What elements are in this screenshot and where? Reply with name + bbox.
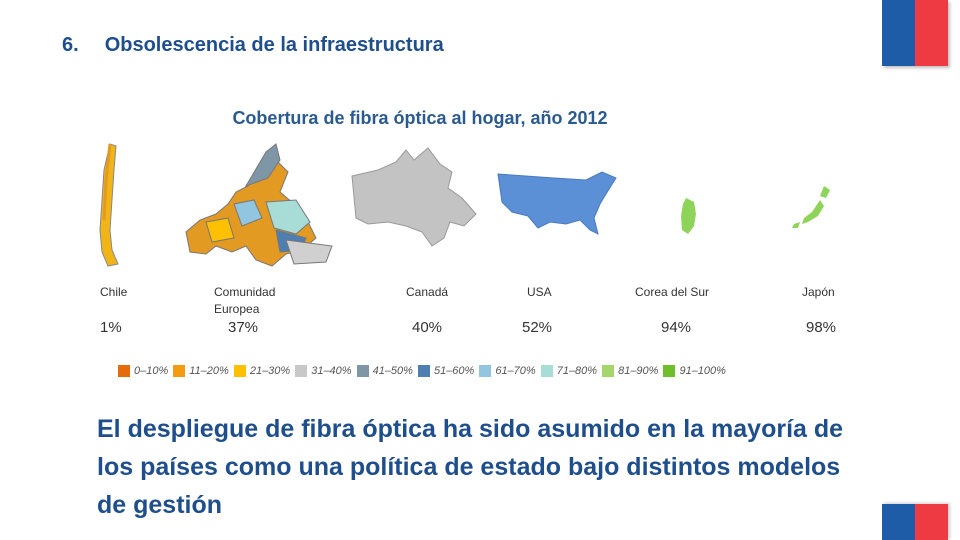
pct-usa: 52% [522,319,553,336]
legend-label: 31–40% [311,365,352,377]
section-title: 6. Obsolescencia de la infraestructura [62,34,444,57]
pct-corea-del-sur: 94% [661,319,692,336]
legend-item: 11–20% [173,365,229,377]
legend-swatch [233,365,246,377]
flag-decoration-top [882,0,948,66]
legend-item: 71–80% [540,365,598,377]
label-corea-del-sur: Corea del Sur [635,285,710,299]
legend-item: 91–100% [663,365,726,377]
legend-swatch [295,365,308,377]
legend-swatch [663,365,676,377]
pct-japon: 98% [806,319,837,336]
legend-item: 0–10% [118,365,168,377]
legend-label: 51–60% [433,365,475,377]
legend-swatch [173,365,186,377]
legend-label: 81–90% [618,365,659,377]
legend-label: 21–30% [249,365,291,377]
chart-title: Cobertura de fibra óptica al hogar, año … [232,108,608,128]
legend-label: 91–100% [679,365,726,377]
map-japan [792,186,830,228]
legend-item: 51–60% [417,365,475,377]
section-number: 6. [62,34,79,56]
map-canada [351,147,477,247]
label-japon: Japón [802,285,835,299]
label-usa: USA [527,285,552,299]
label-chile: Chile [100,285,128,299]
body-text: El despliegue de fibra óptica ha sido as… [97,415,844,519]
color-legend: 0–10% 11–20% 21–30% 31–40% 41–50% 51–60% 61–70… [118,362,828,380]
pct-chile: 1% [100,319,122,336]
legend-swatch [602,365,615,377]
section-title-text: Obsolescencia de la infraestructura [104,34,444,56]
legend-label: 61–70% [495,365,536,377]
legend-item: 21–30% [233,365,291,377]
legend-label: 0–10% [134,365,169,377]
label-comunidad-europea: Comunidad Europea [214,285,276,316]
legend-item: 31–40% [295,365,352,377]
legend-swatch [479,365,492,377]
legend-swatch [540,365,553,377]
legend-item: 81–90% [602,365,658,377]
pct-comunidad-europea: 37% [228,319,259,336]
map-usa [497,171,617,235]
legend-label: 41–50% [372,365,413,377]
legend-item: 41–50% [356,365,413,377]
flag-decoration-bottom [882,504,948,540]
legend-item: 61–70% [479,365,536,377]
pct-canada: 40% [412,319,443,336]
legend-swatch [356,365,369,377]
map-korea [681,198,696,234]
legend-label: 71–80% [556,365,598,377]
legend-label: 11–20% [189,365,229,377]
legend-swatch [417,365,430,377]
label-canada: Canadá [406,285,449,299]
map-europe [185,143,333,267]
map-chile [99,143,119,267]
legend-swatch [118,365,130,377]
